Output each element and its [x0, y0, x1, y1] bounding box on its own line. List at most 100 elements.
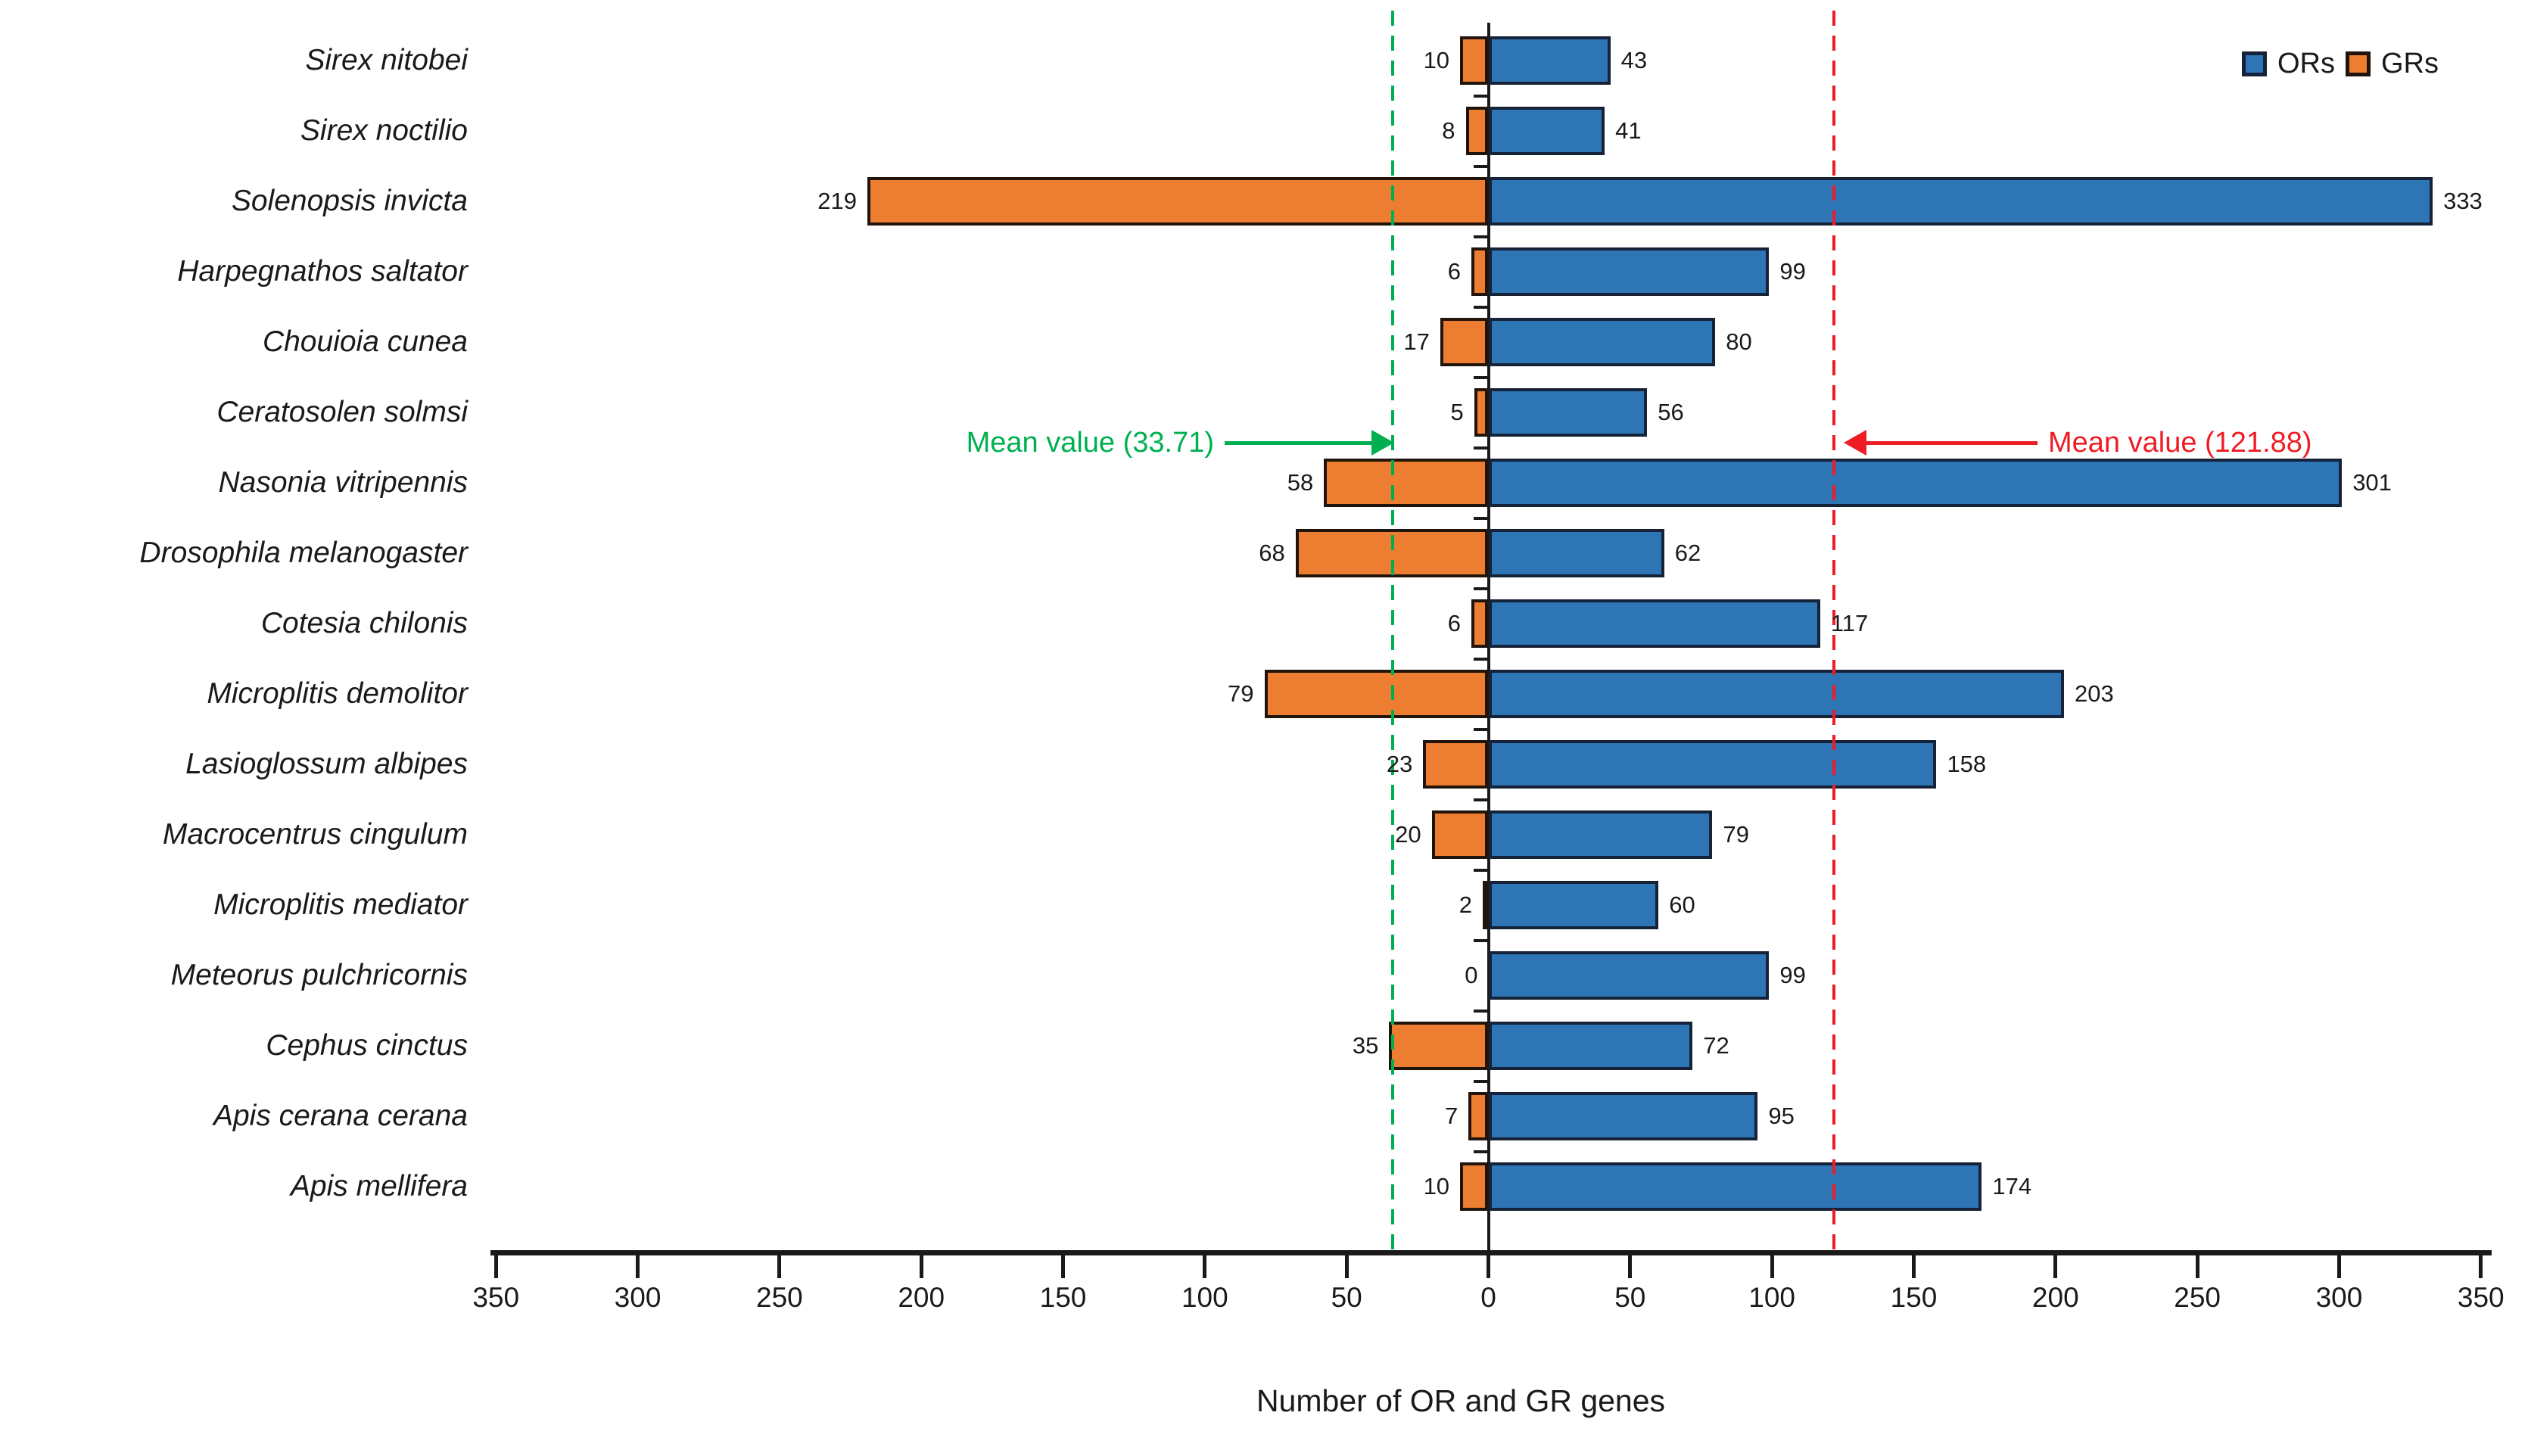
- category-tick: [1473, 1009, 1489, 1013]
- or-bar: [1488, 1162, 1982, 1211]
- category-tick: [1473, 164, 1489, 168]
- mean-value-gr-annotation: Mean value (33.71): [966, 427, 1214, 459]
- gr-value-label: 35: [1352, 1032, 1379, 1059]
- or-bar: [1488, 1092, 1758, 1140]
- gr-bar: [1389, 1022, 1489, 1070]
- x-axis-tick: [636, 1255, 640, 1278]
- gr-value-label: 10: [1423, 47, 1450, 73]
- category-label: Cephus cinctus: [266, 1029, 468, 1062]
- gr-value-label: 68: [1259, 540, 1285, 566]
- or-value-label: 99: [1779, 962, 1806, 988]
- gr-bar: [1468, 1092, 1489, 1140]
- x-axis-tick: [1344, 1255, 1349, 1278]
- x-axis-tick: [1911, 1255, 1916, 1278]
- category-label: Microplitis mediator: [213, 888, 468, 921]
- or-value-label: 62: [1674, 540, 1701, 566]
- or-value-label: 72: [1703, 1032, 1729, 1059]
- category-tick: [1473, 1150, 1489, 1153]
- gr-value-label: 2: [1459, 891, 1473, 918]
- category-label: Cotesia chilonis: [260, 607, 468, 639]
- red-arrow-line: [1865, 441, 2038, 445]
- category-label: Lasioglossum albipes: [185, 748, 468, 780]
- category-tick: [1473, 375, 1489, 379]
- category-tick: [1473, 868, 1489, 872]
- category-tick: [1473, 586, 1489, 590]
- x-axis-title: Number of OR and GR genes: [1256, 1383, 1666, 1418]
- category-label: Harpegnathos saltator: [177, 255, 468, 288]
- or-value-label: 158: [1947, 751, 1987, 777]
- or-value-label: 95: [1768, 1103, 1795, 1129]
- x-axis-tick: [1770, 1255, 1774, 1278]
- gr-value-label: 8: [1442, 117, 1455, 144]
- category-tick: [1473, 798, 1489, 801]
- x-axis-tick: [777, 1255, 782, 1278]
- x-axis-line: [490, 1250, 2492, 1255]
- category-label: Nasonia vitripennis: [218, 466, 468, 499]
- category-label: Meteorus pulchricornis: [170, 959, 468, 991]
- gr-bar: [1431, 810, 1489, 859]
- x-axis-tick-label: 350: [2457, 1282, 2505, 1313]
- mean-gr-dashed-line: [1391, 11, 1395, 1250]
- gr-bar: [1471, 599, 1489, 648]
- gr-value-label: 17: [1403, 328, 1430, 355]
- category-label: Microplitis demolitor: [207, 677, 468, 710]
- x-axis-tick-label: 200: [898, 1282, 945, 1313]
- or-bar: [1488, 951, 1770, 1000]
- category-label: Macrocentrus cingulum: [162, 818, 468, 851]
- red-arrow-left-icon: [1844, 430, 1866, 456]
- x-axis-tick-label: 300: [614, 1282, 662, 1313]
- category-tick: [1473, 1079, 1489, 1083]
- green-arrow-right-icon: [1371, 430, 1394, 456]
- gr-value-label: 5: [1450, 399, 1464, 425]
- gr-bar: [1324, 459, 1489, 507]
- gr-bar: [1465, 107, 1489, 155]
- gr-bar: [1264, 670, 1489, 718]
- gr-value-label: 20: [1395, 821, 1421, 848]
- category-label: Sirex nitobei: [305, 44, 468, 76]
- or-bar: [1488, 177, 2433, 226]
- x-axis-tick: [2053, 1255, 2058, 1278]
- or-bar: [1488, 740, 1937, 789]
- x-axis-tick: [1487, 1255, 1490, 1278]
- or-bar: [1488, 670, 2065, 718]
- legend-grs-label: GRs: [2381, 48, 2439, 79]
- or-value-label: 333: [2443, 188, 2483, 214]
- x-axis-tick-label: 150: [1039, 1282, 1087, 1313]
- or-bar: [1488, 318, 1716, 366]
- or-bar: [1488, 529, 1664, 577]
- x-axis-tick: [1203, 1255, 1207, 1278]
- x-axis-tick-label: 100: [1181, 1282, 1228, 1313]
- x-axis-tick: [1061, 1255, 1066, 1278]
- gr-value-label: 7: [1445, 1103, 1459, 1129]
- or-value-label: 117: [1830, 610, 1869, 636]
- or-bar: [1488, 36, 1611, 85]
- x-axis-tick-label: 150: [1890, 1282, 1938, 1313]
- x-axis-tick: [2479, 1255, 2483, 1278]
- category-label: Drosophila melanogaster: [139, 537, 468, 569]
- category-label: Apis mellifera: [290, 1170, 468, 1202]
- category-tick: [1473, 938, 1489, 942]
- category-tick: [1473, 235, 1489, 238]
- category-tick: [1473, 727, 1489, 731]
- legend-grs-swatch: [2346, 51, 2371, 76]
- or-bar: [1488, 599, 1820, 648]
- mean-value-or-annotation: Mean value (121.88): [2048, 427, 2312, 459]
- category-label: Sirex noctilio: [300, 114, 468, 147]
- legend: ORs GRs: [2242, 47, 2439, 80]
- x-axis-tick-label: 350: [472, 1282, 520, 1313]
- or-value-label: 99: [1779, 258, 1806, 285]
- green-arrow-line: [1225, 441, 1373, 445]
- or-value-label: 80: [1726, 328, 1752, 355]
- or-value-label: 60: [1669, 891, 1695, 918]
- x-axis-tick: [2195, 1255, 2199, 1278]
- or-bar: [1488, 247, 1770, 296]
- gr-bar: [1460, 36, 1489, 85]
- x-axis-tick: [493, 1255, 498, 1278]
- x-axis-tick-label: 300: [2315, 1282, 2363, 1313]
- category-tick: [1473, 94, 1489, 98]
- x-axis-tick-label: 200: [2031, 1282, 2079, 1313]
- x-axis-tick: [2336, 1255, 2341, 1278]
- x-axis-tick-label: 100: [1748, 1282, 1795, 1313]
- or-bar: [1488, 881, 1659, 929]
